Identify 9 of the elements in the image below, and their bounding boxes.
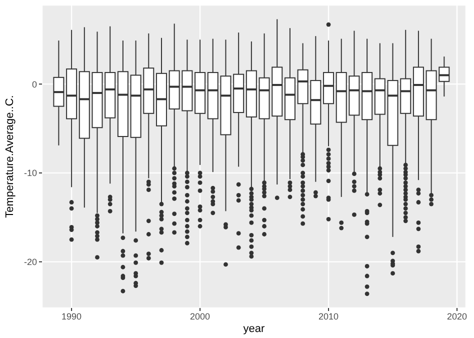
x-tick-label: 2020 xyxy=(446,311,468,322)
x-tick-label: 2010 xyxy=(318,311,339,322)
x-tick-label: 1990 xyxy=(62,311,82,322)
x-axis-title: year xyxy=(243,323,266,335)
y-tick-label: -10 xyxy=(24,168,37,178)
x-tick-label: 2000 xyxy=(190,311,210,322)
y-tick-label: -20 xyxy=(24,256,37,267)
y-axis-title: Temperature.Average..C. xyxy=(4,95,16,218)
y-tick-label: 0 xyxy=(32,79,37,90)
